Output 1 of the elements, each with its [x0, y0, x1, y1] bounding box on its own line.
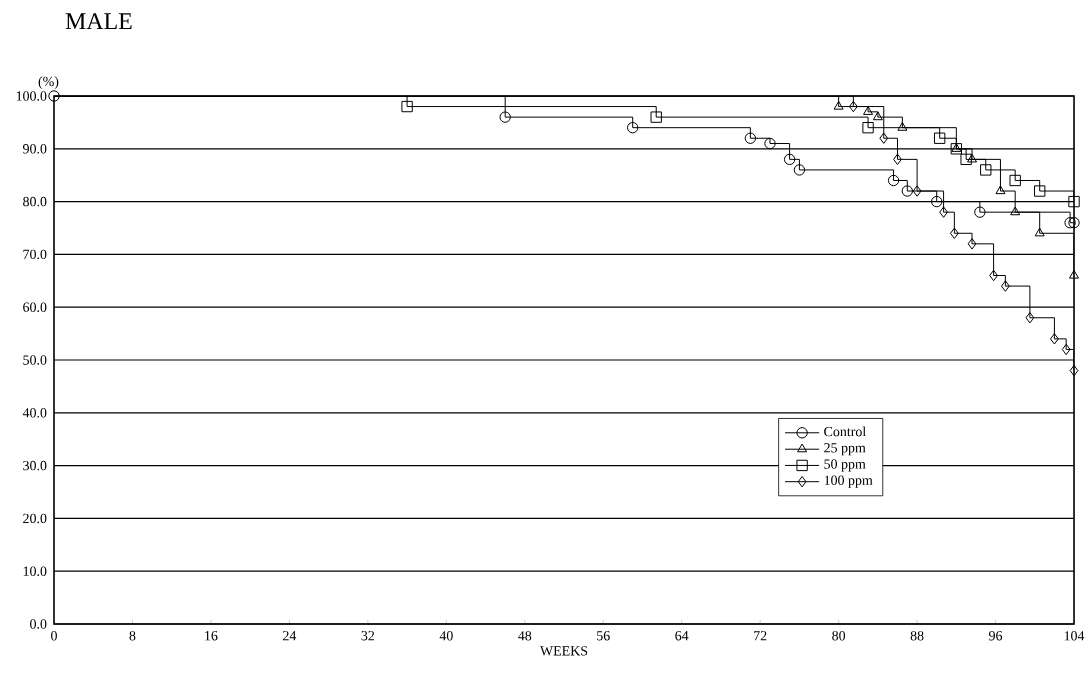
chart-title: MALE [65, 13, 132, 29]
